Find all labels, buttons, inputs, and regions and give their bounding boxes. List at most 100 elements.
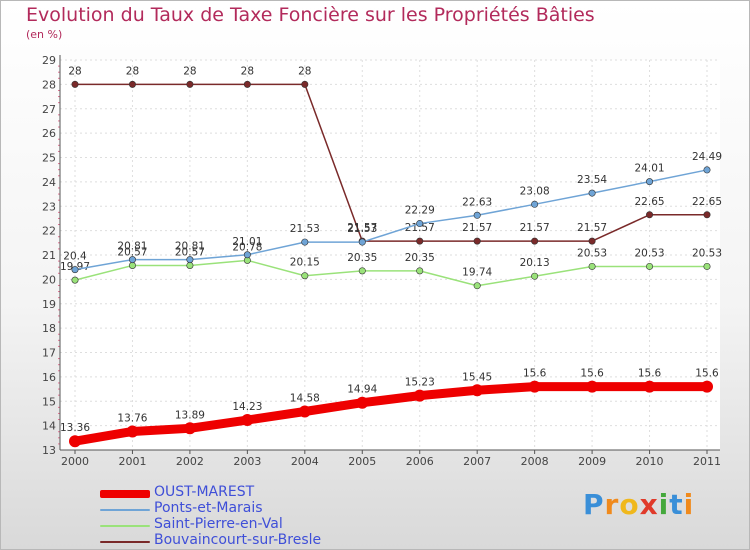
y-tick-label: 18	[42, 322, 56, 335]
data-point-ponts-et-marais	[358, 238, 366, 246]
data-label-ponts-et-marais: 24.49	[692, 151, 722, 163]
y-tick-label: 22	[42, 225, 56, 238]
data-point-ponts-et-marais	[703, 166, 711, 174]
data-label-ponts-et-marais: 20.4	[63, 251, 87, 263]
data-point-oust-marest	[586, 380, 599, 393]
data-label-bouvaincourt-sur-bresle: 21.57	[347, 222, 377, 234]
x-tick-label: 2005	[348, 455, 376, 468]
y-tick-label: 19	[42, 298, 56, 311]
data-point-oust-marest	[241, 414, 254, 427]
data-label-saint-pierre-en-val: 20.53	[577, 247, 607, 259]
data-label-ponts-et-marais: 23.08	[520, 185, 550, 197]
data-label-ponts-et-marais: 24.01	[635, 163, 665, 175]
data-label-saint-pierre-en-val: 19.74	[462, 267, 492, 279]
logo-letter: i	[658, 488, 670, 521]
data-label-oust-marest: 14.23	[232, 401, 262, 413]
data-point-bouvaincourt-sur-bresle	[71, 80, 79, 88]
data-label-bouvaincourt-sur-bresle: 28	[241, 65, 254, 77]
data-label-oust-marest: 15.45	[462, 371, 492, 383]
data-point-ponts-et-marais	[646, 178, 654, 186]
y-tick-label: 13	[42, 444, 56, 457]
data-point-ponts-et-marais	[301, 238, 309, 246]
x-tick-label: 2003	[233, 455, 261, 468]
data-label-ponts-et-marais: 21.01	[232, 236, 262, 248]
data-label-saint-pierre-en-val: 20.57	[117, 246, 147, 258]
y-tick-label: 27	[42, 103, 56, 116]
data-label-saint-pierre-en-val: 20.53	[635, 247, 665, 259]
series-line-ponts-et-marais	[74, 169, 708, 271]
data-label-ponts-et-marais: 23.54	[577, 174, 607, 186]
data-point-oust-marest	[69, 435, 81, 448]
data-label-saint-pierre-en-val: 20.35	[405, 252, 435, 264]
data-label-oust-marest: 15.6	[523, 368, 547, 380]
data-point-saint-pierre-en-val	[416, 267, 424, 275]
data-label-bouvaincourt-sur-bresle: 22.65	[692, 196, 722, 208]
y-tick-label: 28	[42, 78, 56, 91]
x-tick-label: 2006	[406, 455, 434, 468]
y-tick-label: 15	[42, 395, 56, 408]
data-point-oust-marest	[643, 380, 656, 393]
data-point-oust-marest	[471, 384, 484, 397]
data-point-ponts-et-marais	[416, 220, 424, 228]
data-label-oust-marest: 15.23	[405, 377, 435, 389]
data-label-bouvaincourt-sur-bresle: 28	[183, 65, 196, 77]
y-unit-label: (en %)	[26, 28, 63, 41]
x-tick-label: 2000	[61, 455, 89, 468]
chart-title: Evolution du Taux de Taxe Foncière sur l…	[26, 4, 595, 26]
legend-swatch	[100, 541, 150, 543]
logo-letter: x	[639, 488, 659, 521]
logo-letter: o	[619, 488, 640, 521]
data-point-saint-pierre-en-val	[473, 282, 481, 290]
data-label-bouvaincourt-sur-bresle: 28	[298, 65, 311, 77]
legend-swatch	[100, 509, 150, 511]
data-label-oust-marest: 14.58	[290, 392, 320, 404]
data-point-bouvaincourt-sur-bresle	[128, 80, 136, 88]
data-point-oust-marest	[126, 425, 139, 438]
legend-swatch	[100, 490, 150, 498]
data-point-saint-pierre-en-val	[703, 262, 711, 270]
data-label-ponts-et-marais: 22.29	[405, 205, 435, 217]
data-point-saint-pierre-en-val	[358, 267, 366, 275]
data-point-ponts-et-marais	[186, 256, 194, 264]
y-tick-label: 14	[42, 420, 56, 433]
data-label-bouvaincourt-sur-bresle: 22.65	[635, 196, 665, 208]
data-point-saint-pierre-en-val	[71, 276, 79, 284]
data-point-bouvaincourt-sur-bresle	[416, 237, 424, 245]
data-point-saint-pierre-en-val	[128, 261, 136, 269]
data-point-oust-marest	[413, 389, 426, 402]
data-point-ponts-et-marais	[531, 200, 539, 208]
series-line-saint-pierre-en-val	[74, 259, 708, 287]
legend-label: OUST-MAREST	[154, 484, 255, 500]
data-label-saint-pierre-en-val: 20.53	[692, 247, 722, 259]
x-tick-label: 2011	[693, 455, 721, 468]
data-point-saint-pierre-en-val	[186, 261, 194, 269]
data-label-bouvaincourt-sur-bresle: 28	[68, 65, 81, 77]
proxiti-logo: Proxiti	[583, 488, 694, 521]
x-tick-label: 2009	[578, 455, 606, 468]
series-line-oust-marest	[70, 382, 712, 446]
y-tick-label: 29	[42, 54, 56, 67]
data-label-ponts-et-marais: 22.63	[462, 196, 492, 208]
data-label-bouvaincourt-sur-bresle: 28	[126, 65, 139, 77]
data-label-oust-marest: 15.6	[638, 368, 662, 380]
legend-swatch	[100, 525, 150, 527]
data-point-ponts-et-marais	[128, 256, 136, 264]
data-label-ponts-et-marais: 21.53	[290, 223, 320, 235]
data-point-ponts-et-marais	[71, 266, 79, 274]
data-point-saint-pierre-en-val	[646, 262, 654, 270]
x-tick-label: 2007	[463, 455, 491, 468]
y-tick-label: 24	[42, 176, 56, 189]
y-tick-label: 26	[42, 127, 56, 140]
logo-letter: P	[583, 488, 605, 521]
y-tick-label: 25	[42, 152, 56, 165]
data-point-oust-marest	[528, 380, 541, 393]
x-tick-label: 2002	[176, 455, 204, 468]
data-point-bouvaincourt-sur-bresle	[531, 237, 539, 245]
data-point-ponts-et-marais	[473, 211, 481, 219]
data-point-ponts-et-marais	[243, 251, 251, 259]
legend-label: Bouvaincourt-sur-Bresle	[154, 532, 322, 548]
data-label-saint-pierre-en-val: 20.78	[232, 241, 262, 253]
data-point-saint-pierre-en-val	[588, 262, 596, 270]
data-point-ponts-et-marais	[588, 189, 596, 197]
